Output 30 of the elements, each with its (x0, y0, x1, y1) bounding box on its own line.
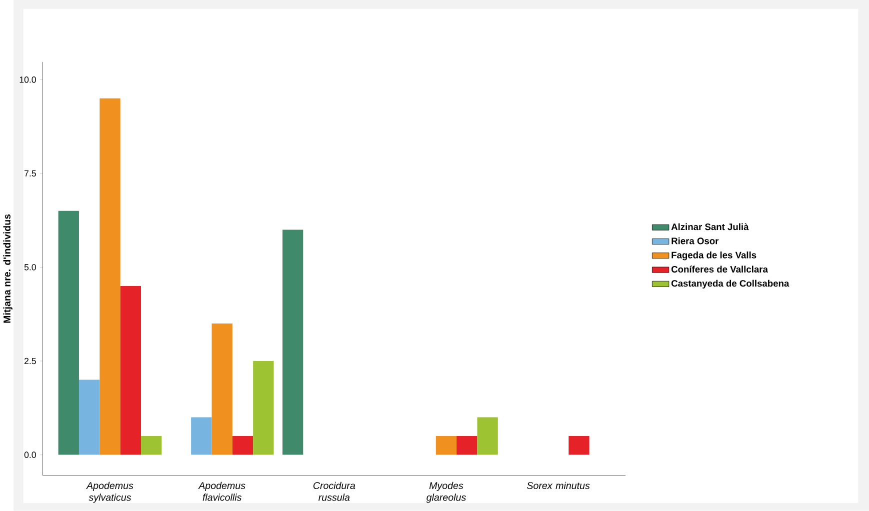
y-tick-label: 10.0 (20, 76, 36, 83)
y-tick-label: 5.0 (24, 264, 36, 270)
bar (477, 417, 498, 455)
legend-label: Castanyeda de Collsabena (671, 280, 790, 289)
x-tick-label: Crocidura russula (313, 482, 356, 501)
legend-label: Alzinar Sant Julià (671, 223, 749, 230)
bar (78, 380, 100, 455)
bar (282, 230, 304, 455)
y-tick-label: 7.5 (24, 170, 36, 177)
y-tick-label: 2.5 (24, 358, 36, 364)
bar (253, 361, 274, 455)
bar (58, 210, 79, 455)
bar (212, 324, 232, 455)
bar (436, 436, 457, 455)
x-tick-label: Apodemus flavicollis (198, 482, 246, 501)
legend-label: Fageda de les Valls (672, 252, 756, 260)
bar (141, 436, 162, 455)
bar (232, 436, 254, 455)
bar (456, 436, 478, 455)
x-tick-label: Apodemus sylvaticus (86, 482, 134, 503)
bar (120, 286, 141, 455)
x-tick-label: Myodes glareolus (426, 482, 466, 503)
legend-label: Coníferes de Vallclara (671, 266, 768, 273)
bar (191, 417, 212, 455)
y-tick-label: 0.0 (24, 452, 36, 458)
y-axis-title: Mitjana nre. d'individus (3, 214, 12, 323)
x-tick-label: Sorex minutus (526, 482, 590, 490)
legend-label: Riera Osor (672, 237, 719, 244)
bar (100, 98, 120, 455)
bar (568, 436, 590, 455)
